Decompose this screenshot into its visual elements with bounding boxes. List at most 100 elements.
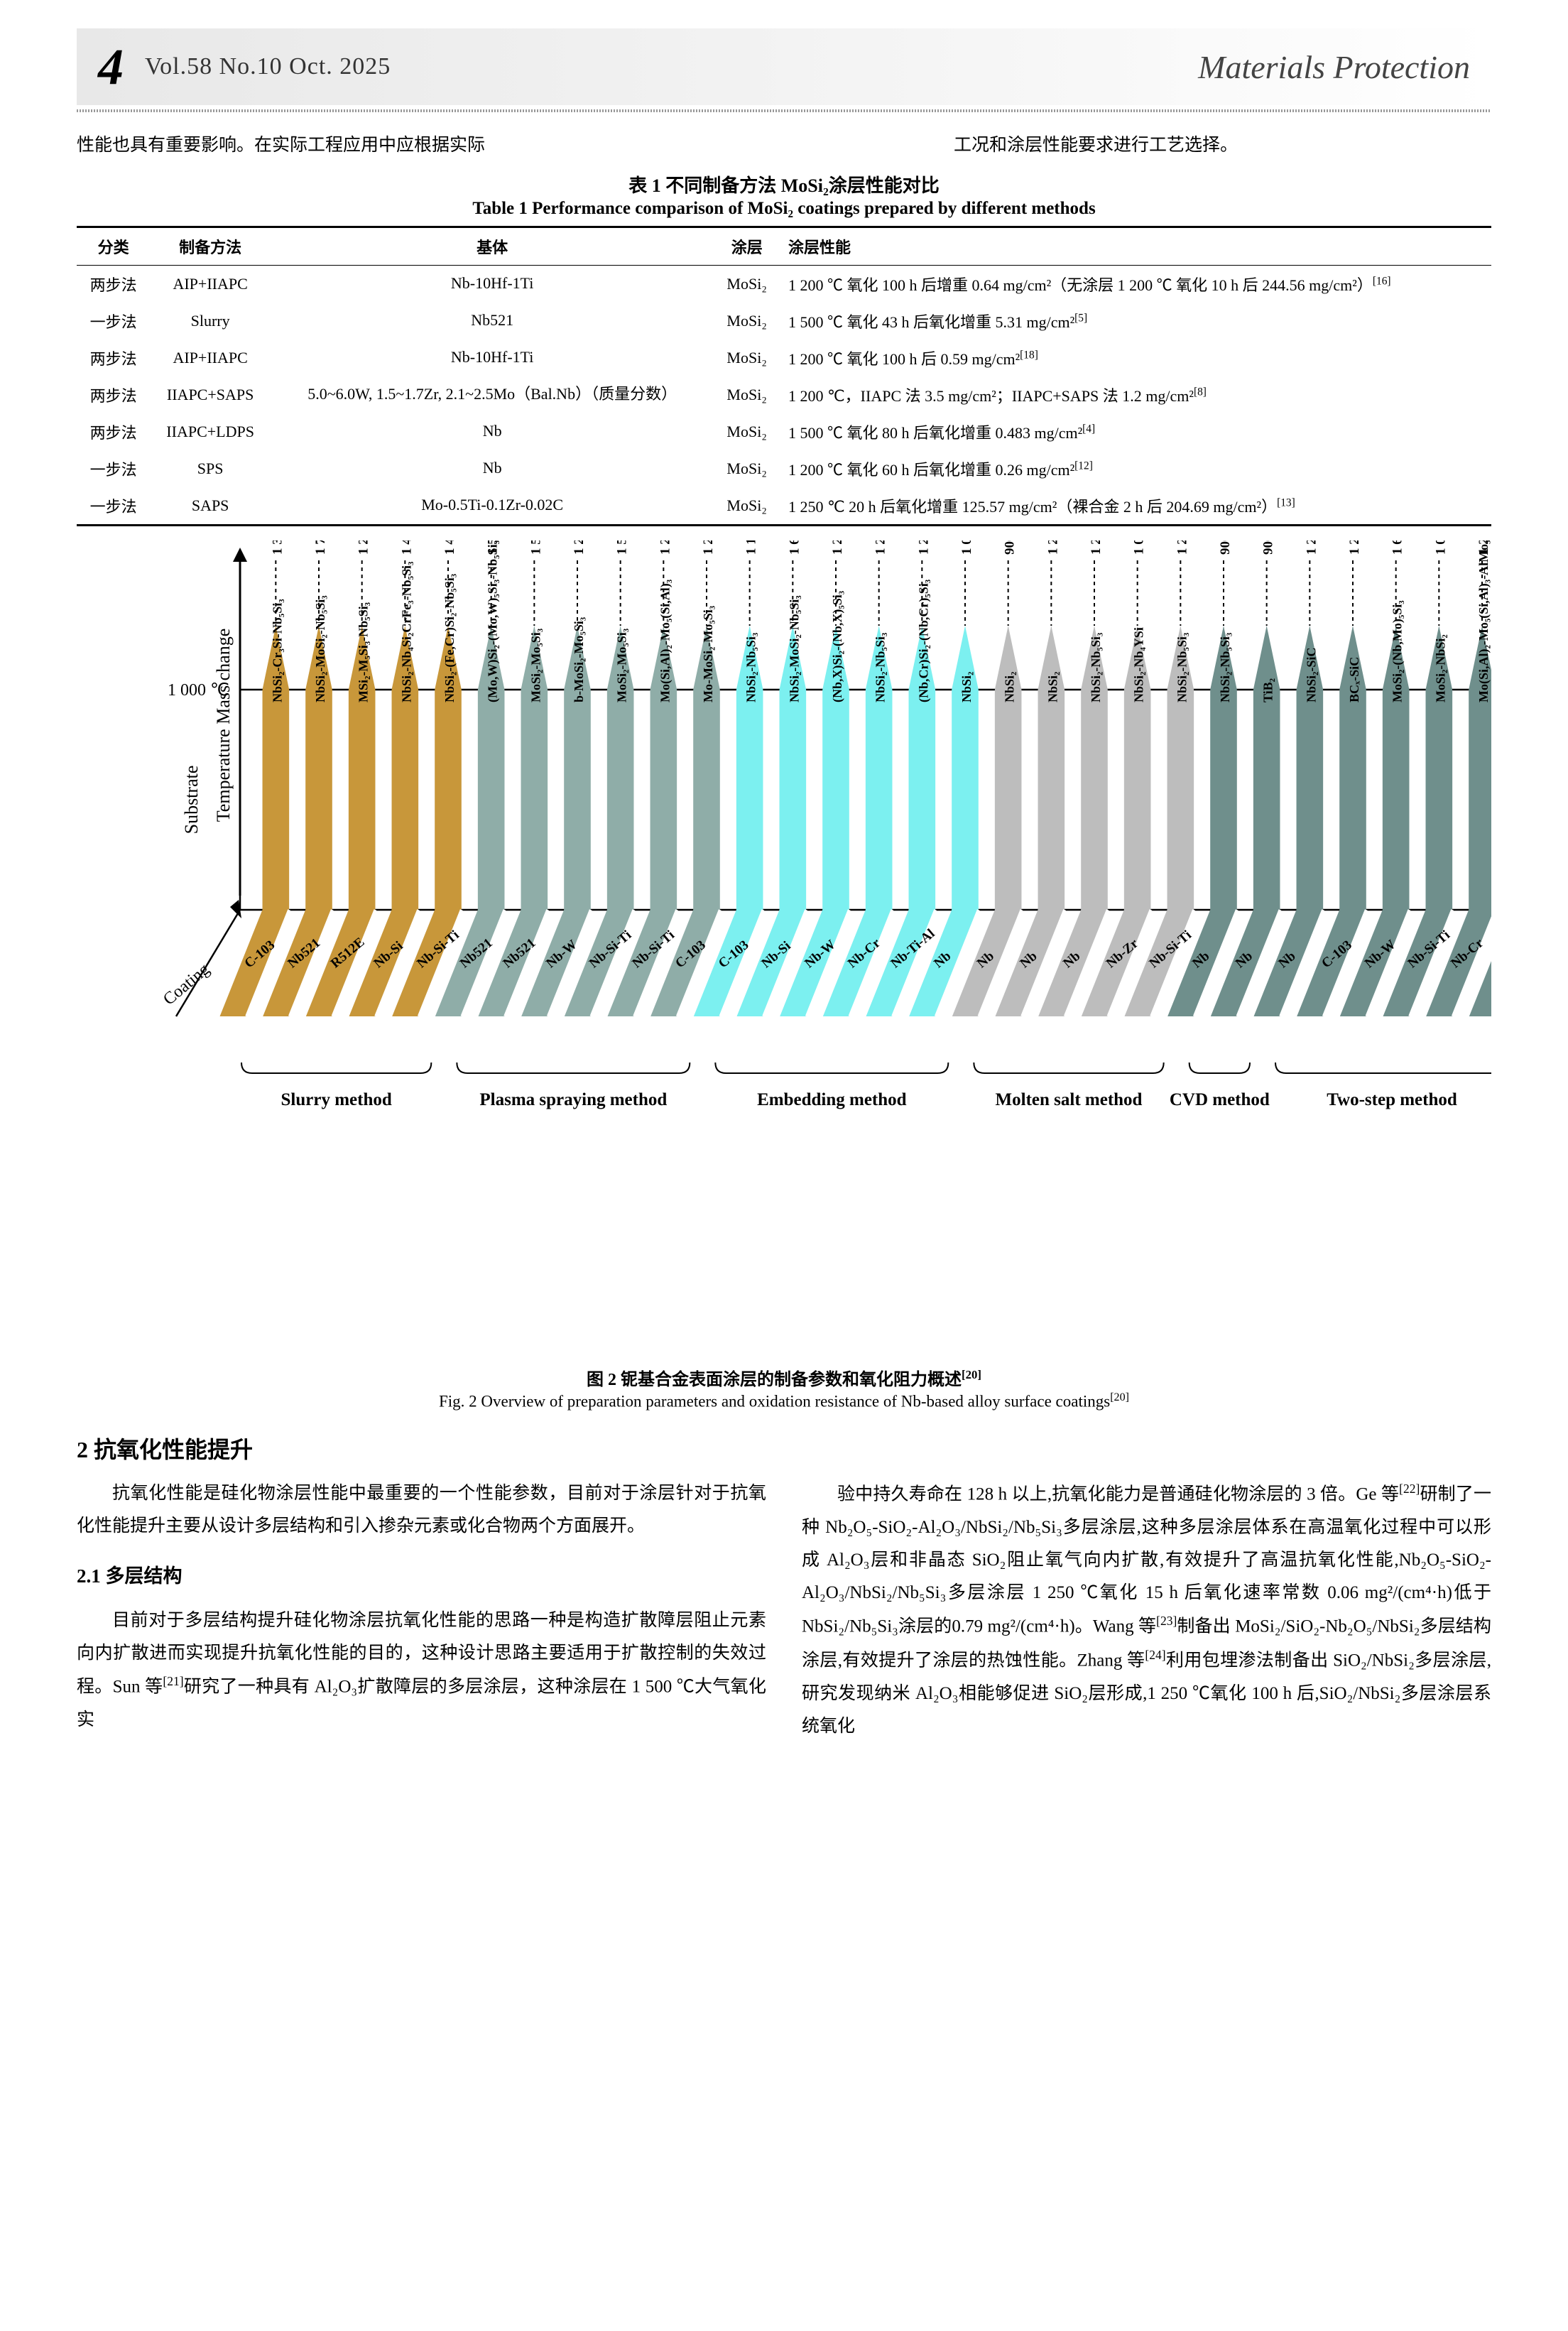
svg-text:Plasma spraying method: Plasma spraying method [479,1090,667,1109]
svg-text:1 400 ℃， 7.0 h， 1.90 mg/cm²: 1 400 ℃， 7.0 h， 1.90 mg/cm² [442,540,457,555]
svg-text:1 200 ℃， 4 h， 0.13 mg/cm²: 1 200 ℃， 4 h， 0.13 mg/cm² [873,540,888,555]
table1-cell-category: 两步法 [77,413,150,450]
svg-text:1 250 ℃， 500 h， 1.28 mg/cm²: 1 250 ℃， 500 h， 1.28 mg/cm² [701,540,716,555]
volume-info: Vol.58 No.10 Oct. 2025 [145,53,391,80]
table-row: 两步法 AIP+IIAPC Nb-10Hf-1Ti MoSi₂ 1 200 ℃ … [77,339,1491,376]
method-group-bracket: Molten salt method [974,1063,1163,1109]
table1-cell-performance: 1 200 ℃ 氧化 60 h 后氧化增重 0.26 mg/cm²[12] [780,450,1491,487]
svg-text:1 200 ℃， 2 h， 0.62 mg/cm²: 1 200 ℃， 2 h， 0.62 mg/cm² [1089,540,1104,555]
svg-text:(Mo,W)Si₂-(Mo,W)₅Si₃-Nb₅Si₃: (Mo,W)Si₂-(Mo,W)₅Si₃-Nb₅Si₃ [486,540,501,702]
svg-text:b-MoSi₂-Mo₅Si₃: b-MoSi₂-Mo₅Si₃ [572,616,586,702]
section2-title: 2 抗氧化性能提升 [77,1432,1491,1465]
table1-cell-substrate: Nb521 [271,303,714,339]
section2-1-title: 2.1 多层结构 [77,1559,766,1594]
svg-text:1 100 ℃， 17 h， 3.00 mg/cm²: 1 100 ℃， 17 h， 3.00 mg/cm² [744,540,759,555]
table1-cell-substrate: Nb-10Hf-1Ti [271,265,714,303]
svg-text:NbSi₂: NbSi₂ [959,671,974,702]
svg-text:1 400 ℃， 6.5 h， 3.50 mg/cm²: 1 400 ℃， 6.5 h， 3.50 mg/cm² [399,540,414,555]
svg-text:1 700 ℃， 25 h， Oxidation failu: 1 700 ℃， 25 h， Oxidation failure [313,540,328,555]
table1-cell-substrate: Nb-10Hf-1Ti [271,339,714,376]
table-row: 一步法 SPS Nb MoSi₂ 1 200 ℃ 氧化 60 h 后氧化增重 0… [77,450,1491,487]
table1-cell-performance: 1 500 ℃ 氧化 80 h 后氧化增重 0.483 mg/cm²[4] [780,413,1491,450]
table1-cell-category: 一步法 [77,487,150,526]
svg-text:1 600 ℃， 28.5 h， 8.91 mg/cm²: 1 600 ℃， 28.5 h， 8.91 mg/cm² [1390,540,1405,555]
svg-text:NbSi₂-(Fe,Cr)Si₂-Nb₅Si₃: NbSi₂-(Fe,Cr)Si₂-Nb₅Si₃ [442,573,457,702]
svg-text:NbSi₂-Nb₄YSi: NbSi₂-Nb₄YSi [1132,627,1146,702]
svg-text:1 000 ℃， 650 h， 0.40 mg/cm²: 1 000 ℃， 650 h， 0.40 mg/cm² [959,540,974,555]
svg-text:1 250 ℃， 80 h， 1.77 mg/cm²: 1 250 ℃， 80 h， 1.77 mg/cm² [1175,540,1189,555]
issue-number: 4 [98,41,124,92]
table1-cell-category: 两步法 [77,339,150,376]
table-row: 两步法 IIAPC+LDPS Nb MoSi₂ 1 500 ℃ 氧化 80 h … [77,413,1491,450]
svg-text:1 200 ℃， 1.5 h， 3.73 mg/cm²: 1 200 ℃， 1.5 h， 3.73 mg/cm² [1304,540,1319,555]
svg-text:1 250 ℃， 100 h， 8.24 mg/cm²: 1 250 ℃， 100 h， 8.24 mg/cm² [658,540,673,555]
svg-text:Two-step method: Two-step method [1327,1090,1457,1109]
figure2-caption-en: Fig. 2 Overview of preparation parameter… [77,1391,1491,1411]
svg-text:NbSi₂-Nb₅Si₃: NbSi₂-Nb₅Si₃ [873,632,888,702]
table1-cell-performance: 1 250 ℃ 20 h 后氧化增重 125.57 mg/cm²（裸合金 2 h… [780,487,1491,526]
table-row: 两步法 AIP+IIAPC Nb-10Hf-1Ti MoSi₂ 1 200 ℃ … [77,265,1491,303]
svg-text:1 500 ℃， 140 h， Oxidation fail: 1 500 ℃， 140 h， Oxidation failure [528,540,543,555]
svg-text:900 ℃， 5 h， 0.16 mg/cm²: 900 ℃， 5 h， 0.16 mg/cm² [1218,540,1233,555]
svg-text:NbSi₂-Nb₅Si₃: NbSi₂-Nb₅Si₃ [1175,632,1189,702]
table1-cell-coating: MoSi₂ [714,487,780,526]
svg-text:NbSi₂-SiC: NbSi₂-SiC [1304,647,1318,702]
svg-text:NbSi₂: NbSi₂ [1045,671,1060,702]
table-row: 一步法 SAPS Mo-0.5Ti-0.1Zr-0.02C MoSi₂ 1 25… [77,487,1491,526]
section2-container: 2 抗氧化性能提升 抗氧化性能是硅化物涂层性能中最重要的一个性能参数，目前对于涂… [77,1432,1491,1747]
svg-text:NbSi₂-MoSi₂-Nb₅Si₃: NbSi₂-MoSi₂-Nb₅Si₃ [787,594,801,702]
svg-text:MoSi₂-(Nb,Mo)₅Si₃: MoSi₂-(Nb,Mo)₅Si₃ [1390,599,1405,702]
svg-text:Substrate: Substrate [181,765,202,834]
table1-cell-performance: 1 200 ℃ 氧化 100 h 后增重 0.64 mg/cm²（无涂层 1 2… [780,265,1491,303]
table1-cell-method: IIAPC+LDPS [150,413,271,450]
method-group-bracket: Embedding method [715,1063,948,1109]
figure2-container: Temperature Mass change 1 000 ℃ Substrate C… [77,540,1491,1411]
table1-cell-performance: 1 200 ℃ 氧化 100 h 后 0.59 mg/cm²[18] [780,339,1491,376]
svg-text:NbSi₂-Nb₅Si₃: NbSi₂-Nb₅Si₃ [744,632,758,702]
svg-text:Mo-MoSi₂-Mo₅Si₃: Mo-MoSi₂-Mo₅Si₃ [701,605,715,702]
svg-text:Molten salt method: Molten salt method [996,1090,1143,1109]
document-page: 4 Vol.58 No.10 Oct. 2025 Materials Prote… [38,0,1530,1790]
table1-cell-substrate: Mo-0.5Ti-0.1Zr-0.02C [271,487,714,526]
table1-cell-coating: MoSi₂ [714,450,780,487]
svg-text:Mo(Si,Al)₂-Mo₅(Si,Al)₃: Mo(Si,Al)₂-Mo₅(Si,Al)₃ [658,579,673,702]
table1-header-category: 分类 [77,227,150,265]
section2-intro-row: 抗氧化性能是硅化物涂层性能中最重要的一个性能参数，目前对于涂层针对于抗氧化性能提… [77,1477,1491,1747]
section2-right-col: 验中持久寿命在 128 h 以上,抗氧化能力是普通硅化物涂层的 3 倍。Ge 等… [802,1477,1491,1747]
section2-1-right-paragraph: 验中持久寿命在 128 h 以上,抗氧化能力是普通硅化物涂层的 3 倍。Ge 等… [802,1477,1491,1743]
svg-text:1 000 ℃: 1 000 ℃ [168,681,229,700]
svg-text:MSi₂-M₅Si₃-Nb₅Si₃: MSi₂-M₅Si₃-Nb₅Si₃ [356,602,371,702]
svg-text:BCₓ-SiC: BCₓ-SiC [1347,656,1361,702]
table1-header-performance: 涂层性能 [780,227,1491,265]
table1-header-substrate: 基体 [271,227,714,265]
journal-title: Materials Protection [1198,48,1470,86]
table1-cell-substrate: Nb [271,450,714,487]
table1-cell-category: 两步法 [77,265,150,303]
svg-text:Temperature Mass change: Temperature Mass change [213,628,234,822]
table1-header-coating: 涂层 [714,227,780,265]
svg-text:(Nb,Cr)Si₂-(Nb,Cr)₅Si₃: (Nb,Cr)Si₂-(Nb,Cr)₅Si₃ [916,579,931,702]
table1-cell-coating: MoSi₂ [714,339,780,376]
table-row: 一步法 Slurry Nb521 MoSi₂ 1 500 ℃ 氧化 43 h 后… [77,303,1491,339]
table1-cell-performance: 1 500 ℃ 氧化 43 h 后氧化增重 5.31 mg/cm²[5] [780,303,1491,339]
svg-text:Mo(Si,Al)₂-Mo₅(Si,Al)₃-AlMo₃: Mo(Si,Al)₂-Mo₅(Si,Al)₃-AlMo₃ [1476,540,1491,702]
svg-text:(Nb,X)Si₂-(Nb,X)₅Si₃: (Nb,X)Si₂-(Nb,X)₅Si₃ [830,590,845,702]
table1-cell-method: AIP+IIAPC [150,265,271,303]
table1-container: 表 1 不同制备方法 MoSi₂涂层性能对比 Table 1 Performan… [77,171,1491,526]
svg-text:MoSi₂-NbSi₂: MoSi₂-NbSi₂ [1433,634,1447,702]
svg-text:MoSi₂-Mo₅Si₃: MoSi₂-Mo₅Si₃ [528,628,543,702]
table1-cell-category: 一步法 [77,450,150,487]
table1-header-method: 制备方法 [150,227,271,265]
svg-text:1 250 ℃， 50 h， Oxidation failu: 1 250 ℃， 50 h， Oxidation failure [830,540,845,555]
method-group-bracket: Two-step method [1275,1063,1491,1109]
svg-text:NbSi₂-Nb₅Si₃: NbSi₂-Nb₅Si₃ [1218,632,1232,702]
table1-cell-performance: 1 200 ℃，IIAPC 法 3.5 mg/cm²；IIAPC+SAPS 法 … [780,376,1491,413]
svg-text:1 200 ℃， 100 h， 0.67 mg/cm²: 1 200 ℃， 100 h， 0.67 mg/cm² [1347,540,1362,555]
figure2-caption-cn: 图 2 铌基合金表面涂层的制备参数和氧化阻力概述[20] [77,1365,1491,1390]
svg-text:Embedding method: Embedding method [757,1090,907,1109]
table1-cell-substrate: 5.0~6.0W, 1.5~1.7Zr, 2.1~2.5Mo（Bal.Nb）（质… [271,376,714,413]
method-group-bracket: CVD method [1170,1063,1270,1109]
svg-text:Slurry method: Slurry method [281,1090,392,1109]
table1: 分类 制备方法 基体 涂层 涂层性能 两步法 AIP+IIAPC Nb-10Hf… [77,226,1491,526]
